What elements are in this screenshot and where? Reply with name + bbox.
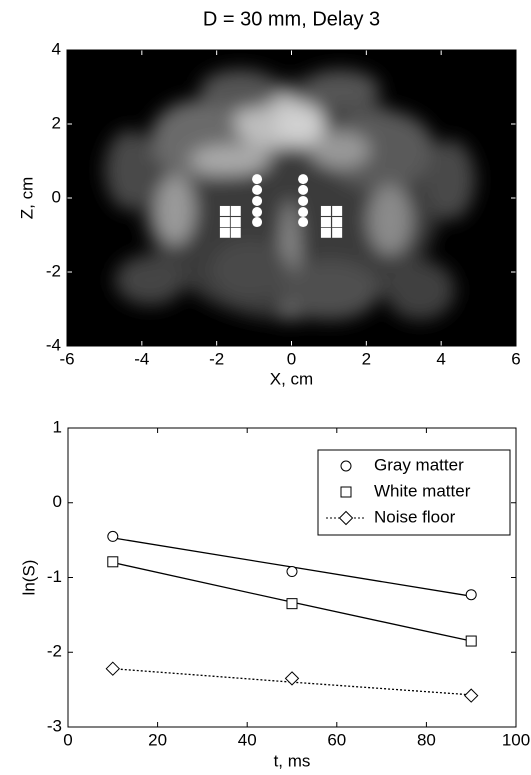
legend-marker: [340, 460, 352, 472]
legend-label: White matter: [374, 481, 471, 500]
roi-marker: [219, 217, 230, 228]
y-tick-label: 0: [52, 187, 61, 206]
x-tick-label: 4: [436, 349, 445, 368]
y-tick-label: -2: [46, 261, 61, 280]
axes-frame: [67, 427, 517, 728]
legend-label: Gray matter: [374, 455, 464, 474]
roi-marker: [298, 174, 309, 185]
roi-marker: [332, 227, 343, 238]
data-point: [107, 556, 119, 568]
roi-marker: [320, 205, 331, 216]
roi-marker: [298, 195, 309, 206]
y-axis-label: ln(S): [19, 560, 38, 596]
x-tick-label: 2: [362, 349, 371, 368]
roi-marker: [332, 217, 343, 228]
legend-marker: [340, 486, 352, 498]
x-tick-label: -2: [209, 349, 224, 368]
roi-marker: [320, 227, 331, 238]
data-point: [465, 635, 477, 647]
y-tick-label: 1: [53, 417, 62, 436]
x-tick-label: 6: [511, 349, 520, 368]
data-point: [107, 530, 119, 542]
x-tick-label: -4: [134, 349, 149, 368]
data-point: [286, 598, 298, 610]
roi-marker: [219, 227, 230, 238]
roi-marker: [230, 205, 241, 216]
y-tick-label: -2: [47, 642, 62, 661]
x-tick-label: 0: [63, 730, 72, 749]
roi-marker: [252, 195, 263, 206]
x-tick-label: 80: [417, 730, 436, 749]
data-point: [465, 589, 477, 601]
data-point: [463, 688, 479, 703]
data-point: [105, 661, 121, 676]
roi-marker: [230, 217, 241, 228]
axes-frame: [66, 49, 517, 347]
roi-marker: [252, 207, 263, 218]
image-content: [105, 70, 475, 320]
roi-marker: [230, 227, 241, 238]
roi-marker: [298, 217, 309, 228]
y-axis-label: Z, cm: [17, 177, 36, 220]
x-tick-label: 20: [148, 730, 167, 749]
roi-marker: [320, 217, 331, 228]
x-tick-label: 100: [502, 730, 530, 749]
y-tick-label: -4: [46, 335, 61, 354]
x-axis-label: t, ms: [274, 751, 311, 770]
roi-marker: [252, 184, 263, 195]
legend-label: Noise floor: [374, 507, 456, 526]
x-tick-label: -6: [59, 349, 74, 368]
y-tick-label: 4: [52, 39, 61, 58]
roi-marker: [219, 205, 230, 216]
y-tick-label: 0: [53, 492, 62, 511]
x-tick-label: 40: [238, 730, 257, 749]
y-tick-label: -1: [47, 567, 62, 586]
roi-marker: [252, 217, 263, 228]
roi-marker: [298, 207, 309, 218]
x-axis-label: X, cm: [270, 369, 313, 388]
legend-marker: [338, 510, 354, 526]
x-tick-label: 60: [327, 730, 346, 749]
y-tick-label: -3: [47, 716, 62, 735]
data-point: [284, 671, 300, 686]
data-point: [286, 566, 298, 578]
y-tick-label: 2: [52, 113, 61, 132]
x-tick-label: 0: [287, 349, 296, 368]
roi-marker: [298, 184, 309, 195]
chart-title: D = 30 mm, Delay 3: [203, 8, 380, 30]
roi-marker: [252, 174, 263, 185]
roi-marker: [332, 205, 343, 216]
